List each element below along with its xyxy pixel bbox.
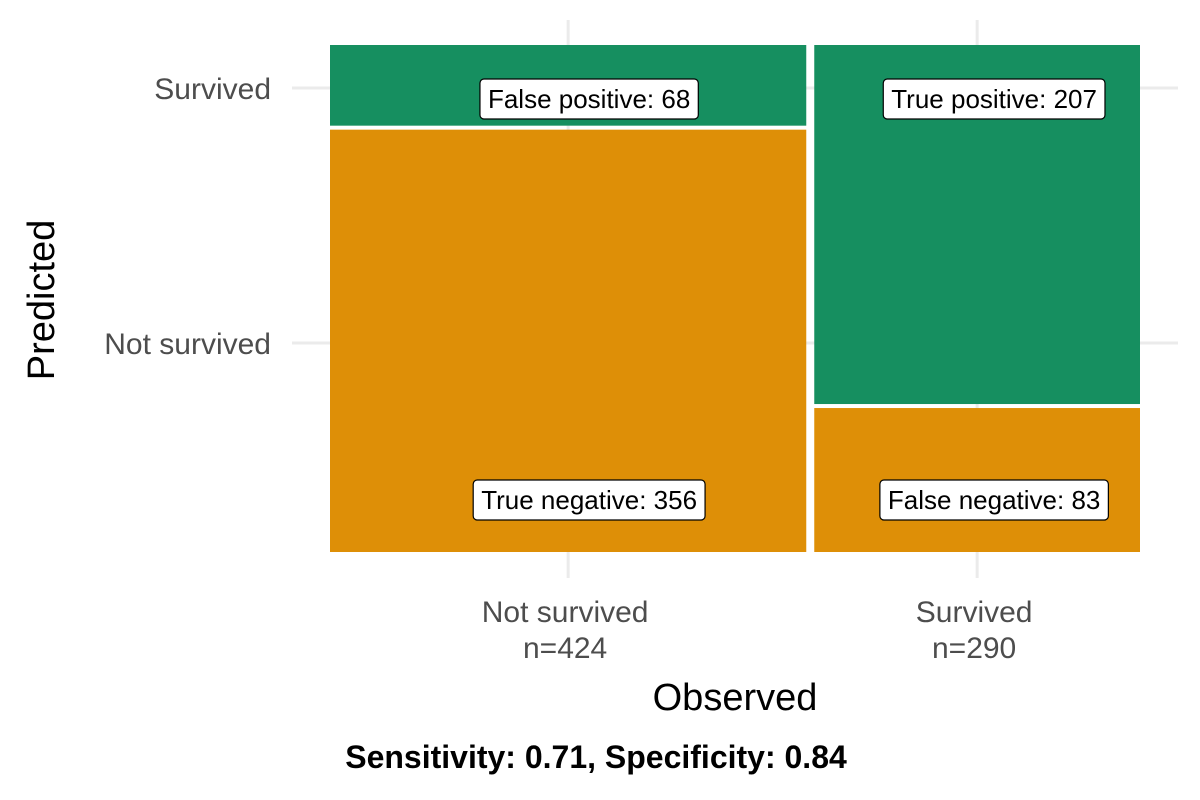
x-tick-label: Not survived (482, 596, 649, 629)
label-true-positive: True positive: 207 (882, 78, 1106, 120)
label-true-positive-text: True positive: 207 (891, 84, 1097, 114)
mosaic-tiles (330, 45, 1140, 553)
chart-caption: Sensitivity: 0.71, Specificity: 0.84 (345, 739, 847, 775)
y-tick-label: Survived (154, 73, 271, 106)
label-false-negative-box (879, 479, 1109, 521)
x-tick-count: n=424 (523, 632, 607, 665)
cell-labels: False positive: 68 True negative: 356 True… (472, 78, 1109, 521)
y-tick-label: Not survived (104, 328, 271, 361)
x-tick-label: Survived (916, 596, 1033, 629)
y-tick-labels: Survived Not survived (104, 73, 271, 361)
label-true-negative-text: True negative: 356 (481, 485, 697, 515)
x-tick-count: n=290 (932, 632, 1016, 665)
label-false-positive-text: False positive: 68 (488, 84, 690, 114)
label-false-negative: False negative: 83 (879, 479, 1109, 521)
label-true-positive-box (882, 78, 1106, 120)
y-axis-title: Predicted (21, 220, 63, 381)
label-true-negative: True negative: 356 (472, 479, 706, 521)
x-axis-title: Observed (653, 677, 818, 719)
label-true-negative-box (472, 479, 706, 521)
label-false-positive-box (479, 78, 699, 120)
label-false-negative-text: False negative: 83 (888, 485, 1100, 515)
label-false-positive: False positive: 68 (479, 78, 699, 120)
